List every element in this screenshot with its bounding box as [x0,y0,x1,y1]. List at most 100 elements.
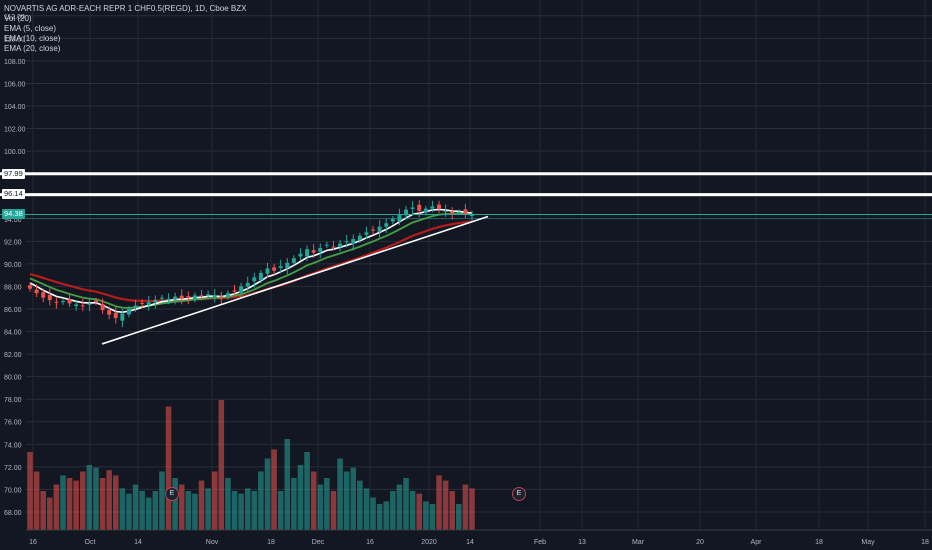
chart-legend: NOVARTIS AG ADR-EACH REPR 1 CHF0.5(REGD)… [4,4,246,54]
volume-bar [99,478,106,530]
y-tick-label: 68.00 [4,510,22,517]
candle-body [338,243,343,247]
y-tick-label: 72.00 [4,465,22,472]
x-tick-label: Nov [206,539,219,546]
candle-body [80,305,85,307]
candle-body [318,248,323,252]
x-tick-label: 14 [466,539,474,546]
y-tick-label: 106.00 [4,81,26,88]
candle-body [225,293,230,297]
y-tick-label: 92.00 [4,239,22,246]
hline-price-tag-2: 96.14 [2,189,25,199]
candle-body [364,232,369,235]
x-tick-label: Feb [534,539,546,546]
x-tick-label: Mar [632,539,645,546]
volume-bar [211,471,218,530]
candle-body [232,290,237,292]
volume-bar [383,501,390,530]
volume-bar [112,475,119,530]
x-tick-label: 20 [696,539,704,546]
y-tick-label: 108.00 [4,59,26,66]
volume-bar [271,449,277,530]
candle-body [265,268,270,274]
chart-title: NOVARTIS AG ADR-EACH REPR 1 CHF0.5(REGD)… [4,4,247,13]
candle-body [74,304,79,307]
candle-body [41,292,46,298]
volume-bar [310,471,317,530]
y-tick-label: 86.00 [4,307,22,314]
candle-body [410,207,415,209]
volume-bar [456,504,462,530]
indicator-ema10[interactable]: EMA (10, close) [4,34,61,43]
volume-bar [258,471,264,530]
volume-bar [264,458,271,530]
candle-body [93,300,98,303]
candle-body [67,299,72,304]
y-tick-label: 78.00 [4,397,22,404]
volume-bar [330,491,337,530]
volume-bar [469,488,475,530]
ema-lines [29,208,473,314]
y-tick-label: 102.00 [4,127,26,134]
indicator-vol[interactable]: Vol (20) [4,14,32,23]
x-tick-label: 18 [921,539,929,546]
volume-bar [225,478,231,530]
volume-bar [238,493,244,530]
volume-bar [423,501,429,530]
volume-bar [396,484,403,530]
volume-bar [244,488,251,530]
candle-body [258,272,263,281]
y-tick-label: 94.00 [4,217,22,224]
ema10-line [29,212,473,309]
candle-body [397,214,402,222]
volume-bar [376,504,383,530]
y-tick-label: 112.00 [4,14,25,21]
x-tick-label: 18 [815,539,823,546]
y-tick-label: 88.00 [4,284,22,291]
candle-body [126,308,131,315]
volume-bar [73,480,79,530]
candle-body [173,296,178,300]
volume-bar [33,471,40,530]
candle-body [206,294,211,296]
y-tick-label: 76.00 [4,420,22,427]
candle-body [28,285,32,289]
volume-bar [159,471,165,530]
candle-body [371,229,376,231]
earnings-marker[interactable]: E [512,487,526,501]
candle-body [133,305,138,309]
volume-bar [53,484,60,530]
volume-bar [291,478,297,530]
earnings-marker[interactable]: E [165,487,179,501]
candle-body [443,210,448,212]
x-tick-label: Dec [312,539,325,546]
trendline[interactable] [101,215,489,345]
y-tick-label: 104.00 [4,104,26,111]
candle-body [390,218,395,222]
volume-bar [86,465,93,530]
volume-bar [403,478,409,530]
candle-body [298,253,303,257]
candle-body [285,262,290,268]
volume-bar [297,465,304,530]
y-tick-label: 110.00 [4,36,25,43]
volume-bar [390,491,396,530]
volume-bar [284,439,291,530]
volume-bar [357,480,363,530]
indicator-ema20[interactable]: EMA (20, close) [4,44,61,53]
trendline-segment[interactable] [101,215,489,345]
grid [26,0,932,530]
candle-body [456,212,461,213]
candles [28,200,474,328]
y-tick-label: 100.00 [4,149,26,156]
candle-body [324,244,329,246]
candle-body [450,211,455,214]
volume-bar [277,491,284,530]
volume-bar [119,488,126,530]
volume-bar [350,467,357,530]
horizontal-lines[interactable] [0,172,932,219]
indicator-ema5[interactable]: EMA (5, close) [4,24,57,33]
candle-body [54,301,59,303]
last-price-tag: 94.38 [2,209,25,219]
